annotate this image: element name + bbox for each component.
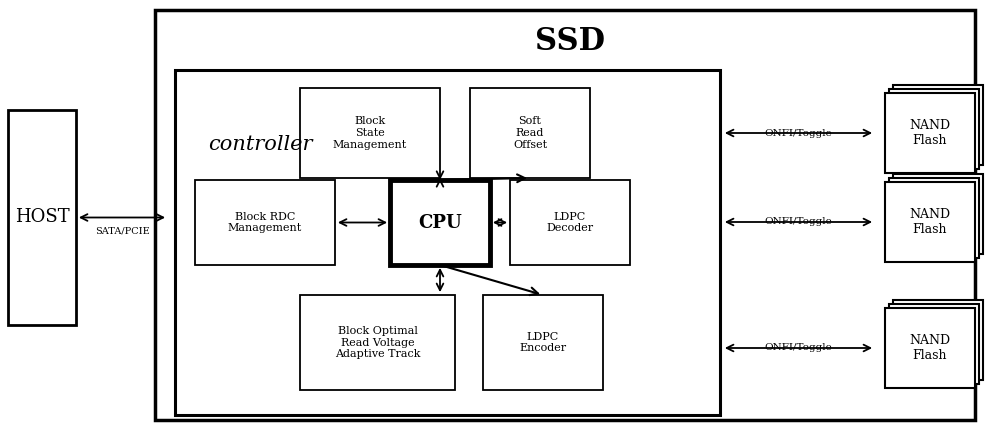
Bar — [8, 110, 76, 325]
Bar — [195, 180, 335, 265]
Text: Block
State
Management: Block State Management — [333, 116, 407, 150]
Text: Block Optimal
Read Voltage
Adaptive Track: Block Optimal Read Voltage Adaptive Trac… — [335, 326, 420, 359]
Bar — [483, 295, 603, 390]
Text: Soft
Read
Offset: Soft Read Offset — [513, 116, 547, 150]
Bar — [175, 70, 720, 415]
Text: SATA/PCIE: SATA/PCIE — [95, 227, 149, 236]
Bar — [889, 304, 979, 384]
Bar — [510, 180, 630, 265]
Bar — [155, 10, 975, 420]
Bar — [885, 93, 975, 173]
Text: ONFI/Toggle: ONFI/Toggle — [765, 218, 832, 227]
Text: NAND
Flash: NAND Flash — [909, 119, 951, 147]
Text: NAND
Flash: NAND Flash — [909, 208, 951, 236]
Text: LDPC
Decoder: LDPC Decoder — [546, 211, 594, 233]
Bar — [390, 180, 490, 265]
Bar — [885, 308, 975, 388]
Bar — [470, 88, 590, 178]
Bar — [893, 174, 983, 254]
Text: CPU: CPU — [418, 214, 462, 232]
Bar — [889, 178, 979, 258]
Text: SSD: SSD — [535, 27, 605, 57]
Bar — [893, 300, 983, 380]
Bar — [885, 182, 975, 262]
Text: NAND
Flash: NAND Flash — [909, 334, 951, 362]
Text: ONFI/Toggle: ONFI/Toggle — [765, 129, 832, 138]
Text: LDPC
Encoder: LDPC Encoder — [519, 332, 567, 353]
Bar — [300, 295, 455, 390]
Text: HOST: HOST — [15, 208, 69, 227]
Bar — [893, 85, 983, 165]
Bar — [300, 88, 440, 178]
Bar — [889, 89, 979, 169]
Text: Block RDC
Management: Block RDC Management — [228, 211, 302, 233]
Text: controller: controller — [208, 136, 312, 154]
Text: ONFI/Toggle: ONFI/Toggle — [765, 344, 832, 353]
